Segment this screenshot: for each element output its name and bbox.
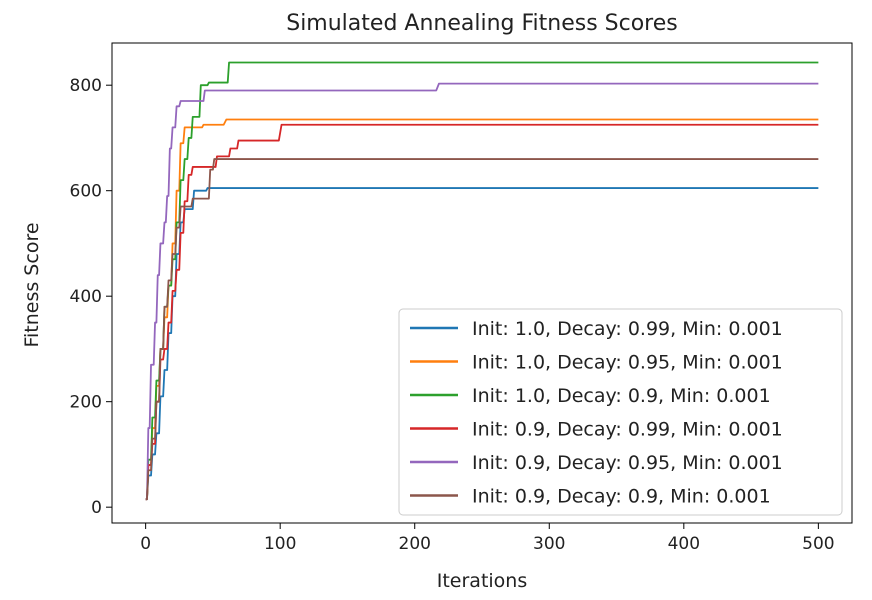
x-tick-label: 100 bbox=[264, 534, 296, 554]
legend-box bbox=[398, 308, 843, 516]
x-tick-label: 500 bbox=[802, 534, 834, 554]
legend-label-3: Init: 1.0, Decay: 0.9, Min: 0.001 bbox=[472, 385, 771, 407]
legend-label-1: Init: 1.0, Decay: 0.99, Min: 0.001 bbox=[472, 318, 783, 340]
y-tick-label: 200 bbox=[70, 393, 102, 413]
y-axis-label: Fitness Score bbox=[21, 222, 43, 347]
x-tick-label: 400 bbox=[668, 534, 700, 554]
legend-label-6: Init: 0.9, Decay: 0.9, Min: 0.001 bbox=[472, 486, 771, 508]
y-tick-label: 600 bbox=[70, 182, 102, 202]
series-line-1 bbox=[145, 187, 819, 501]
legend-label-5: Init: 0.9, Decay: 0.95, Min: 0.001 bbox=[472, 452, 783, 474]
y-axis: 0 200 400 600 800 bbox=[70, 76, 112, 518]
legend-label-2: Init: 1.0, Decay: 0.95, Min: 0.001 bbox=[472, 352, 783, 374]
legend: Init: 1.0, Decay: 0.99, Min: 0.001 Init: … bbox=[398, 308, 843, 516]
series-line-6 bbox=[145, 158, 819, 501]
legend-label-4: Init: 0.9, Decay: 0.99, Min: 0.001 bbox=[472, 419, 783, 441]
series-line-5 bbox=[145, 82, 819, 501]
x-tick-label: 200 bbox=[399, 534, 431, 554]
x-axis-label: Iterations bbox=[437, 570, 528, 592]
y-tick-label: 0 bbox=[91, 498, 102, 518]
x-tick-label: 0 bbox=[140, 534, 151, 554]
y-tick-label: 400 bbox=[70, 287, 102, 307]
x-axis: 0 100 200 300 400 500 bbox=[140, 523, 835, 554]
chart-title: Simulated Annealing Fitness Scores bbox=[286, 11, 678, 36]
x-tick-label: 300 bbox=[533, 534, 565, 554]
series-lines bbox=[145, 61, 819, 501]
y-tick-label: 800 bbox=[70, 76, 102, 96]
